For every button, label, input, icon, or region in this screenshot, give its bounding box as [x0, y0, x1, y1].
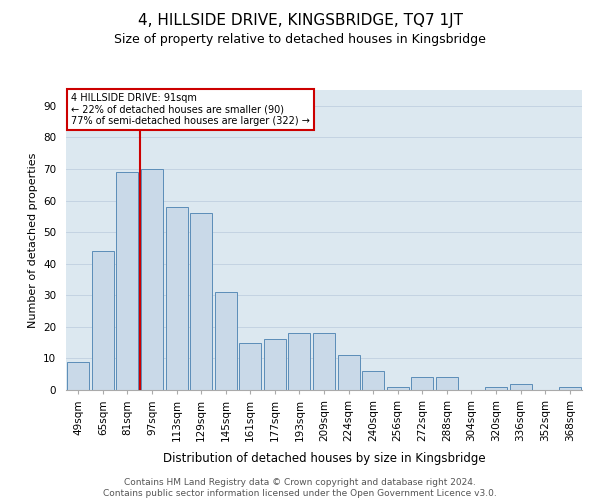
Bar	[289, 333, 310, 390]
Bar	[92, 251, 114, 390]
Bar	[264, 340, 286, 390]
X-axis label: Distribution of detached houses by size in Kingsbridge: Distribution of detached houses by size …	[163, 452, 485, 466]
Bar	[166, 207, 188, 390]
Bar	[215, 292, 237, 390]
Bar	[436, 378, 458, 390]
Text: Contains HM Land Registry data © Crown copyright and database right 2024.
Contai: Contains HM Land Registry data © Crown c…	[103, 478, 497, 498]
Text: 4, HILLSIDE DRIVE, KINGSBRIDGE, TQ7 1JT: 4, HILLSIDE DRIVE, KINGSBRIDGE, TQ7 1JT	[137, 12, 463, 28]
Bar	[485, 387, 507, 390]
Text: 4 HILLSIDE DRIVE: 91sqm
← 22% of detached houses are smaller (90)
77% of semi-de: 4 HILLSIDE DRIVE: 91sqm ← 22% of detache…	[71, 93, 310, 126]
Bar	[239, 342, 262, 390]
Bar	[362, 371, 384, 390]
Y-axis label: Number of detached properties: Number of detached properties	[28, 152, 38, 328]
Bar	[338, 356, 359, 390]
Bar	[67, 362, 89, 390]
Bar	[313, 333, 335, 390]
Bar	[116, 172, 139, 390]
Bar	[141, 169, 163, 390]
Bar	[411, 378, 433, 390]
Bar	[190, 213, 212, 390]
Bar	[559, 387, 581, 390]
Bar	[386, 387, 409, 390]
Bar	[509, 384, 532, 390]
Text: Size of property relative to detached houses in Kingsbridge: Size of property relative to detached ho…	[114, 32, 486, 46]
